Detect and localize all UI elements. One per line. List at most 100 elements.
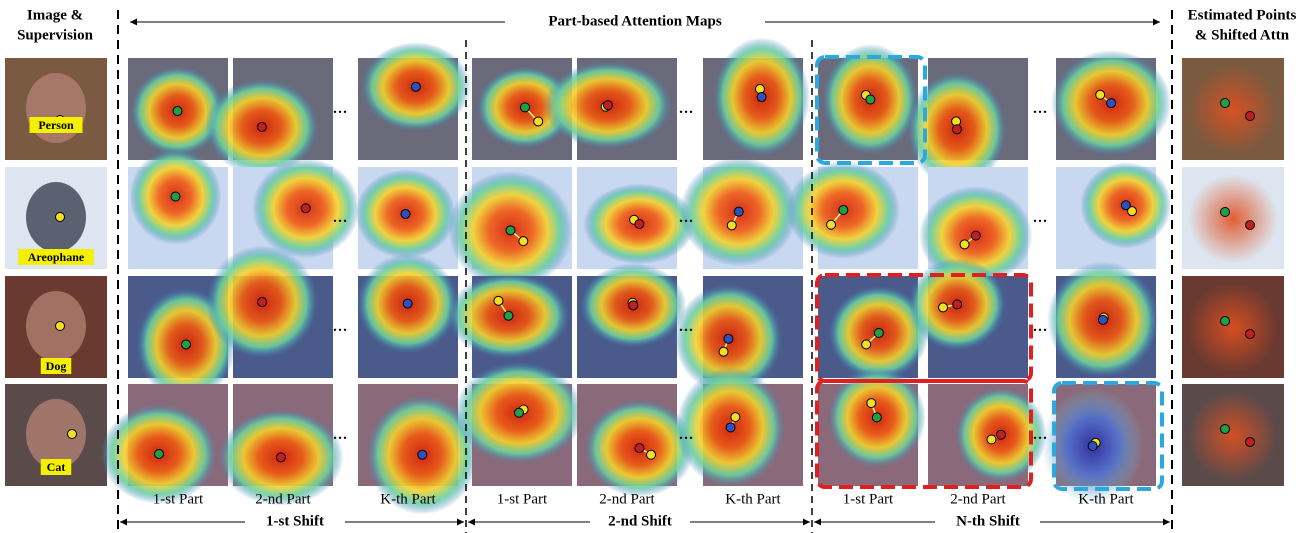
point xyxy=(1246,112,1255,121)
point xyxy=(635,444,644,453)
point xyxy=(953,300,962,309)
point xyxy=(960,240,969,249)
point xyxy=(504,311,513,320)
point xyxy=(872,413,881,422)
point xyxy=(1246,221,1255,230)
point xyxy=(1221,208,1230,217)
part-label: K-th Part xyxy=(380,491,436,507)
ellipsis: ··· xyxy=(678,322,693,338)
point xyxy=(1107,99,1116,108)
ellipsis: ··· xyxy=(1032,104,1047,120)
ellipsis: ··· xyxy=(332,430,347,446)
segment xyxy=(1188,283,1278,373)
point xyxy=(867,399,876,408)
part-label: 2-nd Part xyxy=(255,491,311,507)
part-label: 2-nd Part xyxy=(599,491,655,507)
point xyxy=(257,122,266,131)
point xyxy=(1221,317,1230,326)
point xyxy=(724,334,733,343)
ellipsis: ··· xyxy=(1032,322,1047,338)
ellipsis: ··· xyxy=(332,104,347,120)
point xyxy=(755,85,764,94)
point xyxy=(276,453,285,462)
point xyxy=(171,192,180,201)
point xyxy=(726,423,735,432)
part-label: 1-st Part xyxy=(153,491,204,507)
part-label: 1-st Part xyxy=(843,491,894,507)
row-label: Dog xyxy=(46,359,67,373)
shift-label: N-th Shift xyxy=(956,513,1020,529)
ellipsis: ··· xyxy=(332,213,347,229)
point xyxy=(971,231,980,240)
point xyxy=(731,413,740,422)
point xyxy=(727,221,736,230)
point xyxy=(1088,441,1097,450)
point xyxy=(1246,438,1255,447)
part-label: 2-nd Part xyxy=(950,491,1006,507)
point xyxy=(1096,90,1105,99)
point xyxy=(411,82,420,91)
point xyxy=(604,101,613,110)
point xyxy=(1221,99,1230,108)
point xyxy=(629,301,638,310)
point xyxy=(647,450,656,459)
row-label: Person xyxy=(38,118,74,132)
point xyxy=(494,296,503,305)
part-label: 1-st Part xyxy=(497,491,548,507)
row-label: Cat xyxy=(47,460,66,474)
ellipsis: ··· xyxy=(332,322,347,338)
left-title: Supervision xyxy=(17,27,94,43)
point xyxy=(866,95,875,104)
point xyxy=(874,328,883,337)
point xyxy=(839,205,848,214)
point xyxy=(952,125,961,134)
part-label: K-th Part xyxy=(725,491,781,507)
shift-label: 1-st Shift xyxy=(266,513,324,529)
point xyxy=(68,430,77,439)
point xyxy=(734,207,743,216)
right-title: Estimated Points xyxy=(1188,7,1297,23)
point xyxy=(182,340,191,349)
ellipsis: ··· xyxy=(678,430,693,446)
point xyxy=(719,347,728,356)
point xyxy=(155,449,164,458)
ellipsis: ··· xyxy=(678,213,693,229)
row-label: Areophane xyxy=(28,250,85,264)
point xyxy=(939,303,948,312)
right-title: & Shifted Attn xyxy=(1195,27,1290,43)
point xyxy=(635,220,644,229)
segment xyxy=(1188,174,1278,264)
point xyxy=(301,204,310,213)
point xyxy=(1221,425,1230,434)
segment xyxy=(1188,65,1278,155)
point xyxy=(506,226,515,235)
point xyxy=(56,213,65,222)
left-title: Image & xyxy=(27,7,83,23)
point xyxy=(418,450,427,459)
segment xyxy=(1188,391,1278,481)
ellipsis: ··· xyxy=(1032,430,1047,446)
point xyxy=(827,220,836,229)
point xyxy=(996,430,1005,439)
shift-label: 2-nd Shift xyxy=(608,513,672,529)
point xyxy=(987,435,996,444)
point xyxy=(862,340,871,349)
center-title: Part-based Attention Maps xyxy=(548,13,721,29)
figure: Person ··· ··· ··· Areophane ··· ··· ··· Dog ··· ·… xyxy=(0,0,1313,533)
point xyxy=(1121,201,1130,210)
ellipsis: ··· xyxy=(1032,213,1047,229)
point xyxy=(521,103,530,112)
point xyxy=(757,93,766,102)
point xyxy=(403,299,412,308)
point xyxy=(519,237,528,246)
point xyxy=(1098,315,1107,324)
point xyxy=(258,298,267,307)
point xyxy=(401,209,410,218)
point xyxy=(515,408,524,417)
image-tiles: Person ··· ··· ··· Areophane ··· ··· ··· Dog ··· ·… xyxy=(5,37,1284,514)
ellipsis: ··· xyxy=(678,104,693,120)
part-label: K-th Part xyxy=(1078,491,1134,507)
point xyxy=(1246,330,1255,339)
point xyxy=(534,117,543,126)
point xyxy=(173,107,182,116)
